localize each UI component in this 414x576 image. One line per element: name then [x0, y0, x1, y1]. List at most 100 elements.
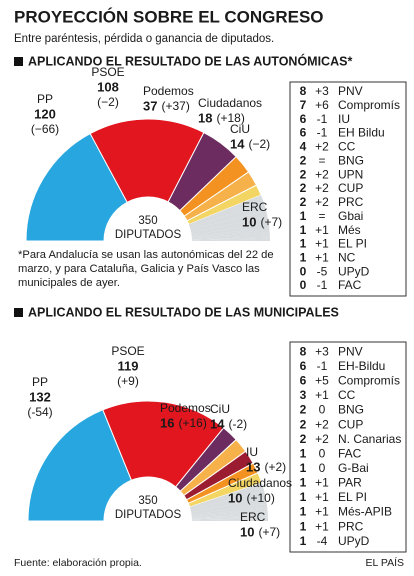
table-change: +2: [315, 181, 329, 195]
table-change: =: [318, 209, 325, 223]
party-label: Ciudadanos: [228, 476, 292, 490]
source: Fuente: elaboración propia.: [14, 557, 142, 569]
table-seats: 0: [300, 264, 307, 278]
section-title: APLICANDO EL RESULTADO DE LAS AUTONÓMICA…: [28, 53, 352, 68]
table-party: BNG: [338, 153, 364, 167]
table-seats: 6: [300, 359, 307, 373]
seats-label: 132: [29, 389, 51, 404]
section-marker: [14, 308, 23, 317]
seat-segment: [27, 409, 133, 522]
party-label: Podemos: [143, 84, 194, 98]
table-party: NC: [338, 251, 356, 265]
seats-label: 10: [228, 490, 242, 505]
table-party: Compromís: [338, 98, 400, 112]
seat-segment: [187, 472, 263, 508]
table-seats: 1: [300, 519, 307, 533]
seat-segment: [102, 400, 225, 488]
table-change: 0: [319, 403, 326, 417]
table-change: -1: [317, 278, 328, 292]
seats-label: 10: [242, 214, 256, 229]
table-change: +2: [315, 417, 329, 431]
table-seats: 8: [300, 84, 307, 98]
total-seats: 350: [138, 215, 157, 227]
table-seats: 4: [300, 140, 307, 154]
change-label: (+37): [161, 99, 189, 113]
table-change: +2: [315, 140, 329, 154]
table-party: FAC: [338, 446, 362, 460]
table-seats: 0: [300, 278, 307, 292]
seats-label: 37: [143, 98, 157, 113]
subtitle: Entre paréntesis, pérdida o ganancia de …: [14, 33, 274, 45]
change-label: (−66): [31, 122, 59, 136]
table-party: PRC: [338, 195, 364, 209]
table-seats: 2: [300, 167, 307, 181]
seat-segment: [191, 517, 268, 521]
seat-segment: [25, 132, 128, 242]
table-party: Compromís: [338, 374, 400, 388]
table-change: -1: [317, 112, 328, 126]
seat-segment: [189, 203, 267, 231]
table-seats: 1: [300, 534, 307, 548]
change-label: (+7): [258, 525, 280, 539]
table-seats: 6: [300, 374, 307, 388]
table-change: +3: [315, 344, 329, 358]
table-seats: 2: [300, 417, 307, 431]
table-party: CUP: [338, 181, 363, 195]
table-seats: 1: [300, 446, 307, 460]
change-label: (+7): [260, 215, 282, 229]
table-party: G-Bai: [338, 461, 369, 475]
seat-segment: [190, 210, 268, 233]
change-label: (-2): [228, 417, 247, 431]
seat-segment: [191, 518, 268, 521]
table-party: EH Bildu: [338, 126, 385, 140]
party-label: PP: [32, 375, 48, 389]
seat-segment: [191, 497, 267, 515]
table-seats: 1: [300, 209, 307, 223]
table-party: UPyD: [338, 534, 370, 548]
seat-segment: [191, 519, 268, 521]
table-party: EL PI: [338, 237, 367, 251]
seats-label: 108: [97, 79, 119, 94]
table-party: CUP: [338, 417, 363, 431]
table-seats: 6: [300, 112, 307, 126]
seat-segment: [191, 223, 270, 237]
seat-segment: [189, 482, 265, 511]
seats-label: 18: [198, 110, 212, 125]
table-change: -4: [317, 534, 328, 548]
table-change: +1: [315, 388, 329, 402]
seat-segment: [191, 513, 268, 519]
table-seats: 1: [300, 461, 307, 475]
party-label: PSOE: [111, 344, 144, 358]
footnote: *Para Andalucía se usan las autonómicas …: [18, 249, 274, 289]
party-label: IU: [246, 445, 258, 459]
table-change: +1: [315, 505, 329, 519]
table-seats: 1: [300, 490, 307, 504]
table-change: +1: [315, 519, 329, 533]
change-label: (+2): [264, 460, 286, 474]
table-change: +1: [315, 490, 329, 504]
table-seats: 6: [300, 126, 307, 140]
seat-segment: [191, 515, 268, 520]
seats-label: 119: [118, 358, 139, 373]
table-party: CC: [338, 140, 356, 154]
table-seats: 1: [300, 476, 307, 490]
table-seats: 1: [300, 237, 307, 251]
table-party: N. Canarias: [338, 432, 401, 446]
section-marker: [14, 57, 23, 66]
seat-segment: [190, 491, 266, 513]
seat-segment: [191, 503, 268, 516]
seat-segment: [89, 118, 205, 203]
change-label: (-54): [27, 405, 52, 419]
table-change: +1: [315, 223, 329, 237]
seats-label: 10: [240, 524, 254, 539]
table-party: UPN: [338, 167, 363, 181]
table-change: +6: [315, 98, 329, 112]
seat-segment: [191, 516, 268, 520]
table-seats: 2: [300, 195, 307, 209]
table-seats: 2: [300, 153, 307, 167]
party-label: ERC: [240, 510, 266, 524]
table-change: =: [318, 153, 325, 167]
seat-segment: [191, 234, 270, 240]
seats-label: 13: [246, 459, 260, 474]
